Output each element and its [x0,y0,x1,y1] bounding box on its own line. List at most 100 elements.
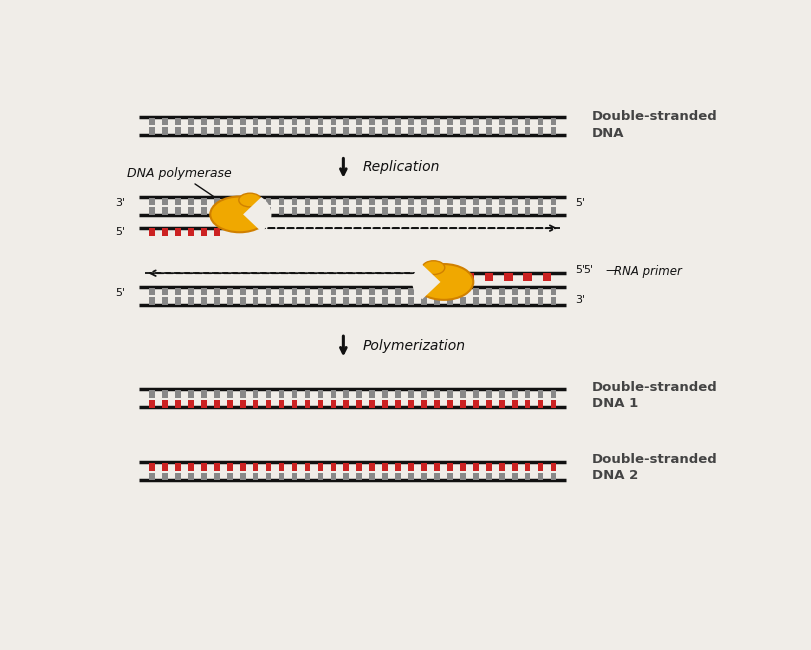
Bar [266,473,272,480]
Bar [162,288,168,295]
Bar [473,400,478,408]
Bar [460,463,466,471]
Bar [149,207,155,215]
Bar [175,473,181,480]
Bar [266,207,272,215]
Bar [538,298,543,305]
Bar [279,207,285,215]
Bar [499,118,504,125]
Bar [538,390,543,398]
Bar [499,298,504,305]
Bar [369,400,375,408]
Bar [201,228,207,236]
Bar [344,118,350,125]
Bar [331,207,337,215]
Bar [356,473,362,480]
Bar [305,463,311,471]
Bar [331,473,337,480]
Bar [504,273,513,281]
Bar [551,463,556,471]
Bar [201,118,207,125]
Bar [408,298,414,305]
Bar [201,390,207,398]
Bar [551,118,556,125]
Bar [175,298,181,305]
Text: 3': 3' [115,198,125,207]
Bar [175,463,181,471]
Bar [434,298,440,305]
Bar [188,118,194,125]
Bar [162,198,168,205]
Bar [201,400,207,408]
Bar [253,473,259,480]
Bar [408,463,414,471]
Bar [447,127,453,135]
Bar [344,473,350,480]
Bar [473,127,478,135]
Bar [266,127,272,135]
Bar [543,273,551,281]
Bar [162,127,168,135]
Bar [175,228,181,236]
Bar [408,400,414,408]
Bar [318,298,324,305]
Bar [279,390,285,398]
Bar [499,288,504,295]
Bar [512,118,517,125]
Ellipse shape [238,193,261,207]
Bar [486,198,491,205]
Bar [214,473,220,480]
Bar [382,118,388,125]
Bar [395,298,401,305]
Bar [421,207,427,215]
Bar [344,288,350,295]
Bar [434,207,440,215]
Bar [434,400,440,408]
Bar [318,463,324,471]
Bar [408,118,414,125]
Bar [201,288,207,295]
Text: 5': 5' [115,227,125,237]
Text: —: — [606,264,618,277]
Bar [227,298,233,305]
Bar [344,198,350,205]
Bar [434,463,440,471]
Bar [473,118,478,125]
Bar [162,207,168,215]
Bar [551,127,556,135]
Bar [149,473,155,480]
Bar [356,118,362,125]
Bar [266,298,272,305]
Text: Double-stranded: Double-stranded [592,110,718,123]
Bar [331,288,337,295]
Bar [279,127,285,135]
Bar [149,298,155,305]
Bar [538,400,543,408]
Bar [512,473,517,480]
Bar [305,390,311,398]
Bar [551,207,556,215]
Bar [486,288,491,295]
Bar [188,463,194,471]
Text: 5': 5' [575,265,586,275]
Text: 5': 5' [115,288,125,298]
Bar [408,473,414,480]
Bar [253,207,259,215]
Bar [253,463,259,471]
Bar [331,118,337,125]
Bar [356,198,362,205]
Bar [344,298,350,305]
Bar [499,400,504,408]
Bar [240,400,246,408]
Bar [188,298,194,305]
Bar [369,473,375,480]
Bar [356,390,362,398]
Bar [551,298,556,305]
Bar [551,198,556,205]
Bar [551,288,556,295]
Bar [395,127,401,135]
Bar [292,473,298,480]
Bar [331,298,337,305]
Bar [551,473,556,480]
Bar [188,228,194,236]
